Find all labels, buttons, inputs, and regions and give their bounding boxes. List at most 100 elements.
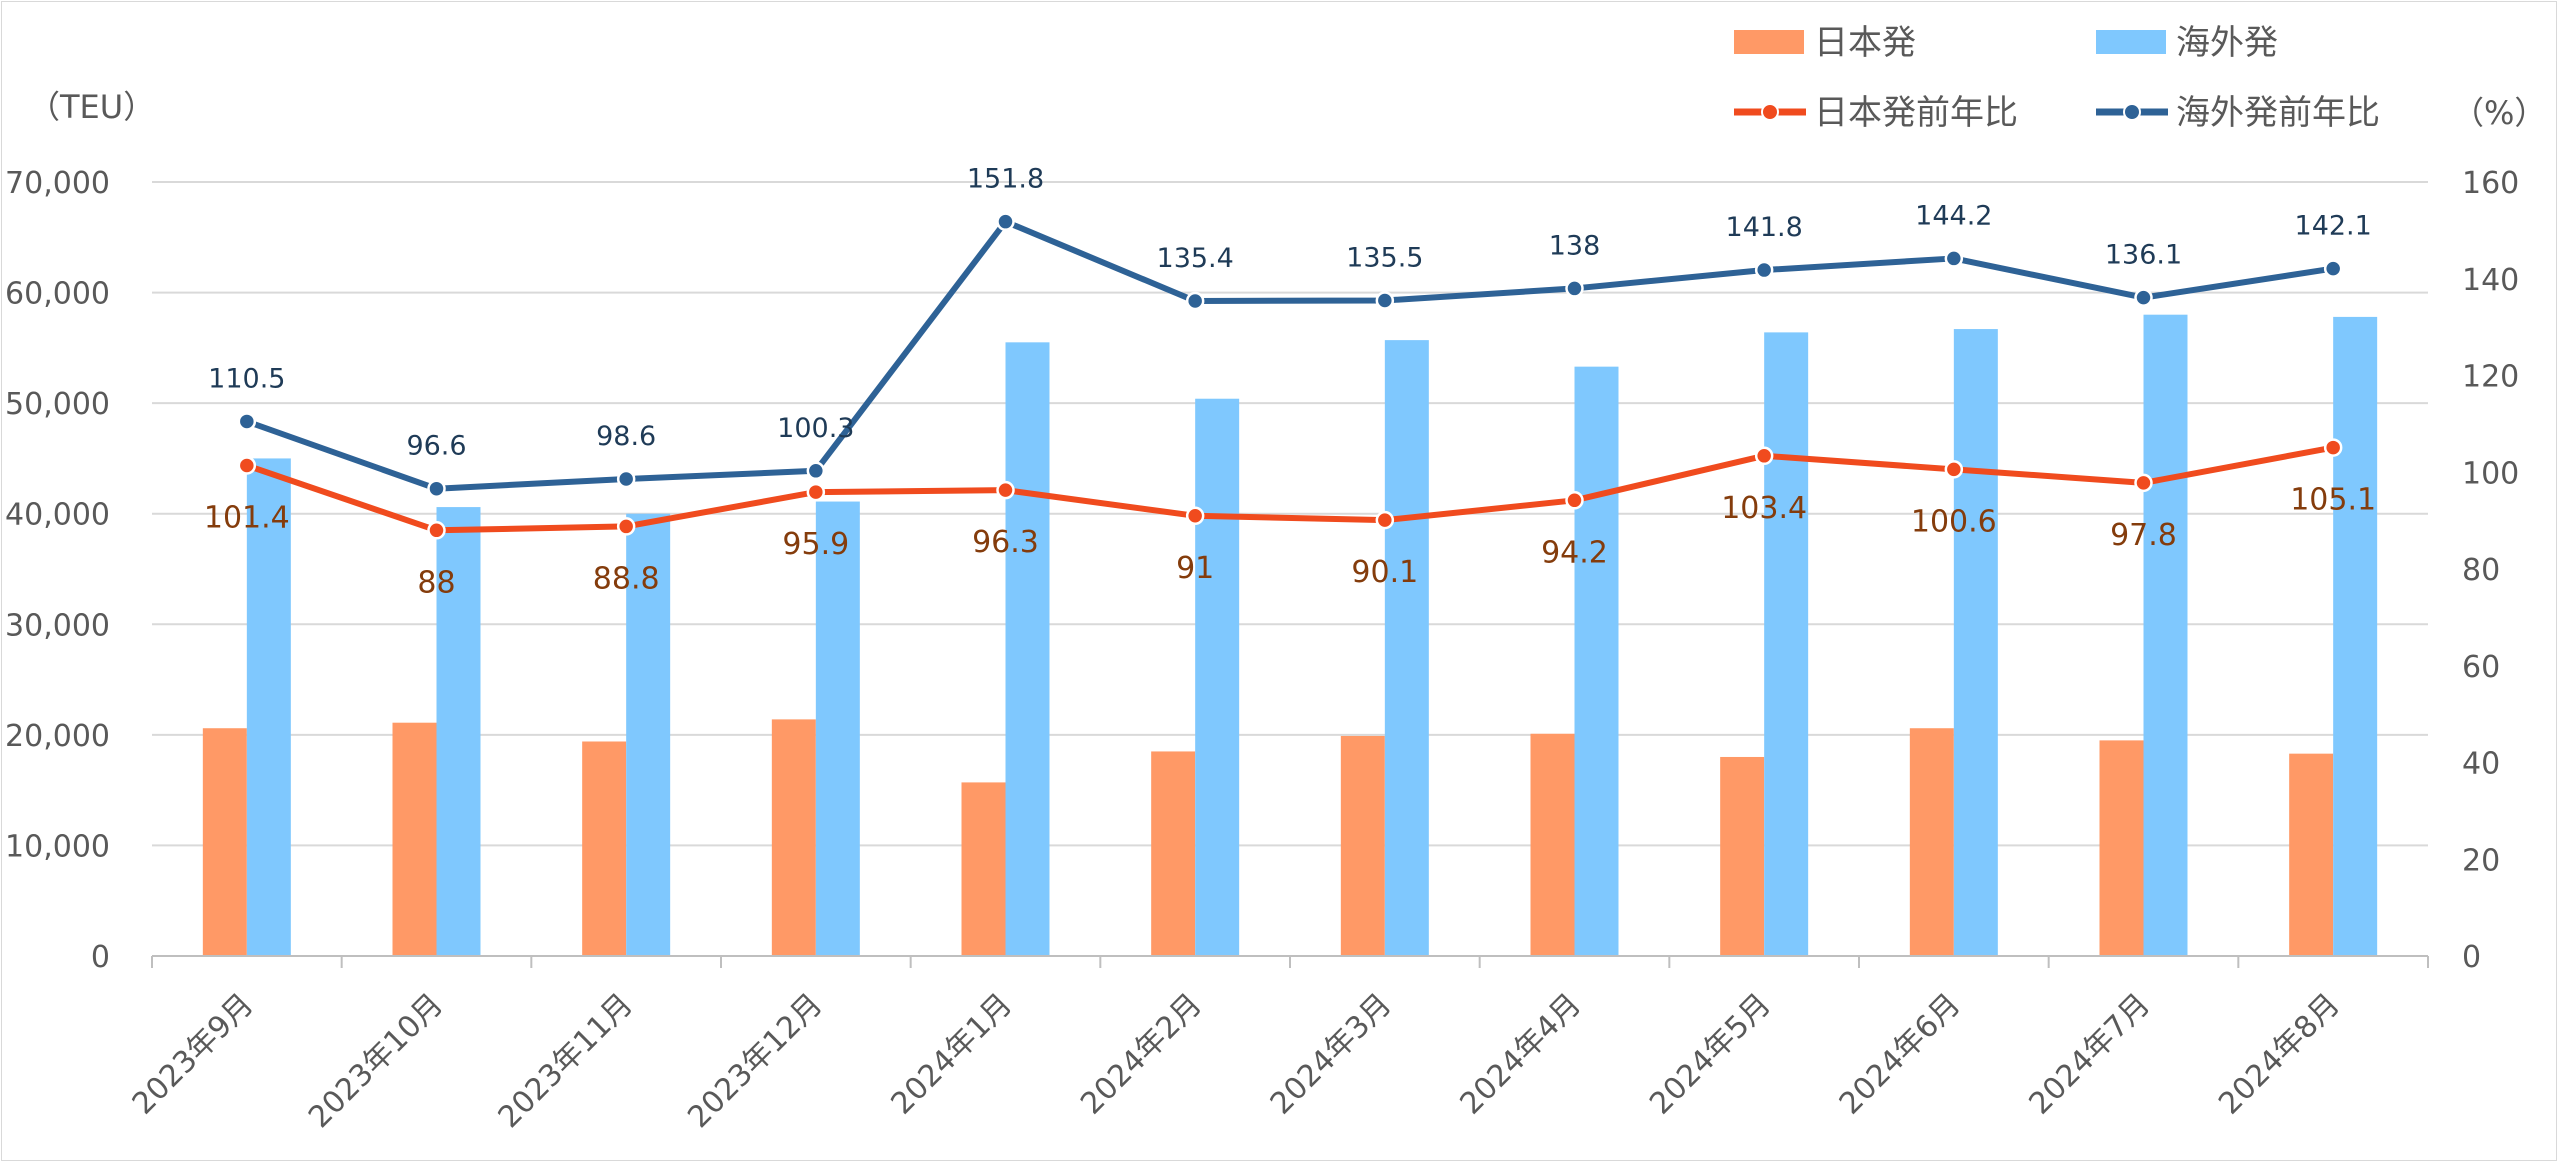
data-label-japan-yoy: 95.9: [782, 527, 849, 562]
y-left-tick-label: 40,000: [5, 498, 110, 533]
y-left-tick-label: 70,000: [5, 166, 110, 201]
x-category-label: 2023年9月: [126, 987, 261, 1122]
x-category-label: 2024年3月: [1264, 987, 1399, 1122]
y-right-tick-label: 0: [2462, 940, 2481, 975]
data-label-overseas-yoy: 98.6: [596, 421, 656, 452]
x-category-label: 2024年2月: [1074, 987, 1209, 1122]
point-japan-yoy: [1944, 460, 1964, 479]
bar-overseas: [626, 513, 671, 956]
point-japan-yoy: [996, 480, 1015, 500]
point-overseas-yoy: [1185, 291, 1205, 311]
point-japan-yoy: [1565, 491, 1584, 510]
bar-layer: [202, 314, 2378, 957]
line-layer: [237, 212, 2343, 540]
bar-overseas: [1953, 329, 1998, 956]
bar-japan: [1720, 756, 1765, 956]
data-label-japan-yoy: 94.2: [1541, 535, 1608, 570]
gridlines: [152, 181, 2428, 847]
bar-japan: [392, 722, 437, 956]
point-japan-yoy: [2134, 473, 2153, 493]
line-overseas-yoy: [245, 218, 2334, 492]
data-label-overseas-yoy: 151.8: [967, 164, 1044, 195]
bar-overseas: [1384, 340, 1429, 956]
bar-japan: [1151, 751, 1196, 956]
x-category-label: 2024年8月: [2212, 987, 2347, 1122]
y-left-tick-label: 20,000: [5, 719, 110, 754]
point-japan-yoy: [806, 482, 826, 502]
y-left-tick-label: 30,000: [5, 608, 110, 643]
data-label-japan-yoy: 88: [417, 565, 455, 600]
y-right-tick-label: 40: [2462, 747, 2500, 782]
bar-japan: [2289, 753, 2334, 956]
data-labels: 101.4 88 88.8 95.9 96.3 91 90.1 94.2 103.4 100.6 9…: [204, 164, 2376, 601]
point-overseas-yoy: [237, 412, 257, 431]
data-label-japan-yoy: 101.4: [204, 500, 290, 535]
data-label-japan-yoy: 97.8: [2110, 518, 2177, 553]
legend-label: 海外発前年比: [2176, 93, 2380, 133]
bar-overseas: [815, 501, 860, 956]
data-label-overseas-yoy: 96.6: [406, 431, 466, 462]
point-overseas-yoy: [616, 469, 636, 489]
x-category-label: 2024年4月: [1453, 987, 1588, 1122]
bar-japan: [2099, 740, 2144, 956]
bar-overseas: [246, 458, 291, 956]
point-overseas-yoy: [1754, 260, 1774, 280]
legend-swatch: [2096, 30, 2166, 54]
data-label-overseas-yoy: 135.4: [1157, 243, 1234, 274]
data-label-japan-yoy: 91: [1176, 551, 1214, 586]
bar-japan: [1340, 735, 1385, 956]
point-overseas-yoy: [1565, 279, 1584, 298]
legend-swatch: [1734, 30, 1804, 54]
legend-label: 日本発前年比: [1814, 93, 2018, 133]
data-label-japan-yoy: 105.1: [2290, 483, 2376, 518]
y-right-tick-label: 140: [2462, 263, 2519, 298]
point-japan-yoy: [427, 521, 446, 540]
point-japan-yoy: [237, 456, 257, 475]
data-label-japan-yoy: 88.8: [593, 561, 660, 596]
data-label-overseas-yoy: 110.5: [208, 363, 285, 394]
legend-marker: [1761, 103, 1779, 121]
point-japan-yoy: [2323, 438, 2343, 457]
line-japan-yoy: [245, 444, 2334, 534]
y-left-tick-label: 60,000: [5, 277, 110, 312]
data-label-overseas-yoy: 135.5: [1346, 243, 1423, 274]
y-left-tick-label: 10,000: [5, 829, 110, 864]
x-category-label: 2023年10月: [302, 987, 450, 1135]
data-label-japan-yoy: 96.3: [972, 525, 1039, 560]
y-right-tick-label: 120: [2462, 360, 2519, 395]
y-left-tick-label: 0: [91, 940, 110, 975]
bar-overseas: [2333, 316, 2378, 956]
point-overseas-yoy: [1944, 249, 1964, 268]
bar-japan: [582, 741, 627, 956]
data-label-japan-yoy: 100.6: [1911, 504, 1997, 539]
point-overseas-yoy: [427, 479, 446, 498]
point-overseas-yoy: [2323, 259, 2343, 278]
bar-japan: [961, 782, 1006, 956]
y-left-tick-label: 50,000: [5, 387, 110, 422]
point-overseas-yoy: [806, 461, 826, 481]
data-label-japan-yoy: 90.1: [1351, 555, 1418, 590]
y-right-tick-label: 20: [2462, 843, 2500, 878]
x-category-label: 2023年11月: [492, 987, 640, 1135]
bar-japan: [202, 728, 247, 956]
legend-label: 海外発: [2176, 23, 2278, 63]
legend-label: 日本発: [1814, 23, 1916, 63]
point-overseas-yoy: [996, 212, 1015, 231]
y-right-unit: （%）: [2452, 94, 2546, 132]
x-category-label: 2024年5月: [1643, 987, 1778, 1122]
point-japan-yoy: [1375, 510, 1395, 530]
point-japan-yoy: [1754, 446, 1774, 466]
bar-japan: [1530, 733, 1575, 956]
x-category-label: 2023年12月: [681, 987, 829, 1135]
x-category-label: 2024年6月: [1833, 987, 1968, 1122]
data-label-overseas-yoy: 138: [1549, 230, 1601, 261]
y-right-tick-label: 80: [2462, 553, 2500, 588]
x-category-label: 2024年1月: [884, 987, 1019, 1122]
bar-overseas: [1764, 332, 1809, 956]
data-label-overseas-yoy: 141.8: [1726, 212, 1803, 243]
bar-overseas: [1195, 398, 1240, 957]
data-label-overseas-yoy: 100.3: [777, 413, 854, 444]
bar-japan: [771, 719, 816, 956]
